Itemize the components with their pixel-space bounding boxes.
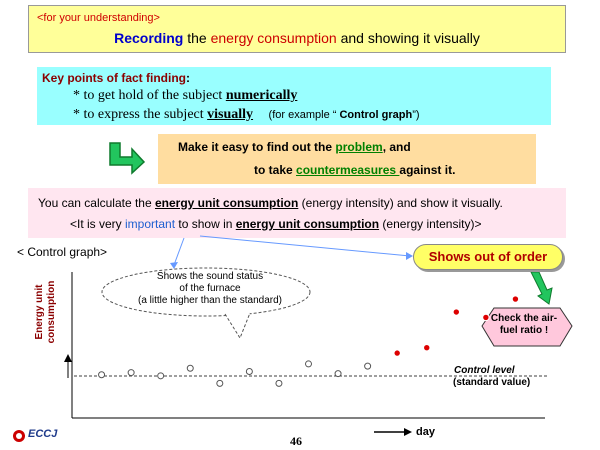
sound-callout-tail — [224, 312, 251, 340]
check-arrow-icon — [530, 271, 553, 305]
calc-2-pre: <It is very — [70, 217, 126, 231]
key-point-1-text: * to get hold of the subject — [73, 88, 226, 103]
easy-box: Make it easy to find out the problem, an… — [158, 134, 536, 184]
key-point-2-example: (for example “ Control graph”) — [269, 109, 420, 121]
normal-data-point — [364, 362, 372, 370]
out-pointer-head — [406, 252, 413, 260]
header-box: <for your understanding> Recording the e… — [28, 5, 566, 53]
easy-2-pre: to take — [254, 163, 297, 177]
abnormal-data-point — [452, 308, 461, 316]
calc-2-important: important — [125, 217, 176, 231]
normal-data-point — [245, 367, 253, 375]
check-line-1: Check the air- — [490, 313, 558, 324]
sound-line-3: (a little higher than the standard) — [138, 295, 282, 306]
eccj-logo-text: ECCJ — [28, 428, 58, 440]
eccj-logo-icon — [13, 430, 25, 442]
easy-1-post: , and — [382, 140, 411, 154]
easy-1-pre: Make it easy to find out the — [178, 140, 336, 154]
header-tag: <for your understanding> — [37, 12, 160, 24]
easy-2-countermeasures: countermeasures — [296, 163, 400, 177]
out-of-order-callout: Shows out of order — [413, 244, 563, 270]
calc-box: You can calculate the energy unit consum… — [28, 188, 566, 238]
calc-1-post: (energy intensity) and show it visually. — [298, 196, 503, 210]
check-line-2: fuel ratio ! — [499, 325, 549, 336]
abnormal-data-point — [423, 344, 431, 352]
key-points-box: Key points of fact finding: * to get hol… — [37, 67, 551, 125]
out-pointer-line — [199, 235, 411, 257]
sound-annotation: Shows the sound status of the furnace (a… — [110, 271, 310, 307]
sound-callout — [101, 267, 311, 317]
calc-1-pre: You can calculate the — [38, 196, 155, 210]
page-title: Recording the energy consumption and sho… — [29, 30, 565, 46]
abnormal-data-point — [482, 313, 490, 322]
normal-data-point — [275, 379, 283, 387]
calc-line-1: You can calculate the energy unit consum… — [38, 196, 503, 210]
normal-data-point — [186, 364, 194, 372]
x-axis-label: day — [416, 426, 435, 438]
sound-pointer-head — [170, 262, 178, 269]
title-mid: the — [183, 30, 211, 46]
key-point-1-emphasis: numerically — [225, 88, 298, 103]
easy-1-problem: problem — [335, 140, 383, 154]
easy-2-post: against it. — [399, 163, 456, 177]
calc-2-mid: to show in — [175, 217, 236, 231]
title-energy: energy consumption — [210, 30, 337, 46]
page-number: 46 — [290, 434, 302, 448]
key-point-1: * to get hold of the subject numerically — [73, 88, 297, 104]
example-bold: Control graph — [339, 109, 413, 121]
example-pre: (for example “ — [268, 109, 340, 121]
normal-data-point — [98, 371, 106, 379]
chart-title: < Control graph> — [17, 245, 107, 259]
key-points-title: Key points of fact finding: — [42, 71, 190, 85]
title-recording: Recording — [114, 30, 184, 46]
calc-line-2: <It is very important to show in energy … — [70, 217, 481, 231]
calc-2-post: (energy intensity)> — [379, 217, 482, 231]
key-point-2-emphasis: visually — [207, 107, 254, 122]
easy-line-1: Make it easy to find out the problem, an… — [178, 140, 411, 154]
chart-title-text: < Control graph> — [17, 245, 108, 259]
check-text: Check the air- fuel ratio ! — [478, 313, 570, 337]
normal-data-point — [334, 370, 342, 378]
key-point-2-text: * to express the subject — [73, 107, 208, 122]
normal-data-point — [305, 360, 312, 368]
sound-line-2: of the furnace — [179, 283, 241, 294]
normal-data-point — [157, 372, 165, 380]
y-label-line-2: consumption — [46, 280, 57, 344]
control-level-label: Control level — [454, 365, 515, 376]
key-points-colon: : — [186, 71, 190, 85]
sound-pointer-line — [173, 237, 185, 266]
normal-data-point — [127, 369, 135, 377]
check-hexagon — [481, 307, 573, 347]
title-post: and showing it visually — [336, 30, 480, 46]
easy-line-2: to take countermeasures against it. — [254, 163, 455, 177]
out-of-order-text: Shows out of order — [428, 249, 548, 264]
day-arrow-head — [404, 428, 412, 436]
standard-value-label: (standard value) — [453, 377, 531, 388]
key-point-2: * to express the subject visually (for e… — [73, 107, 420, 123]
abnormal-data-point — [393, 349, 401, 357]
y-axis-label: Energy unit consumption — [18, 268, 78, 353]
key-points-title-text: Key points of fact finding — [42, 71, 186, 85]
sound-line-1: Shows the sound status — [156, 271, 264, 282]
calc-1-emphasis: energy unit consumption — [154, 196, 299, 210]
data-points — [98, 295, 520, 387]
example-post: ”) — [412, 109, 420, 121]
calc-2-emphasis: energy unit consumption — [235, 217, 380, 231]
green-arrow-icon — [109, 142, 146, 175]
abnormal-data-point — [511, 295, 520, 303]
y-label-line-1: Energy unit — [34, 284, 45, 340]
normal-data-point — [216, 379, 224, 387]
y-arrow-head — [64, 354, 72, 362]
